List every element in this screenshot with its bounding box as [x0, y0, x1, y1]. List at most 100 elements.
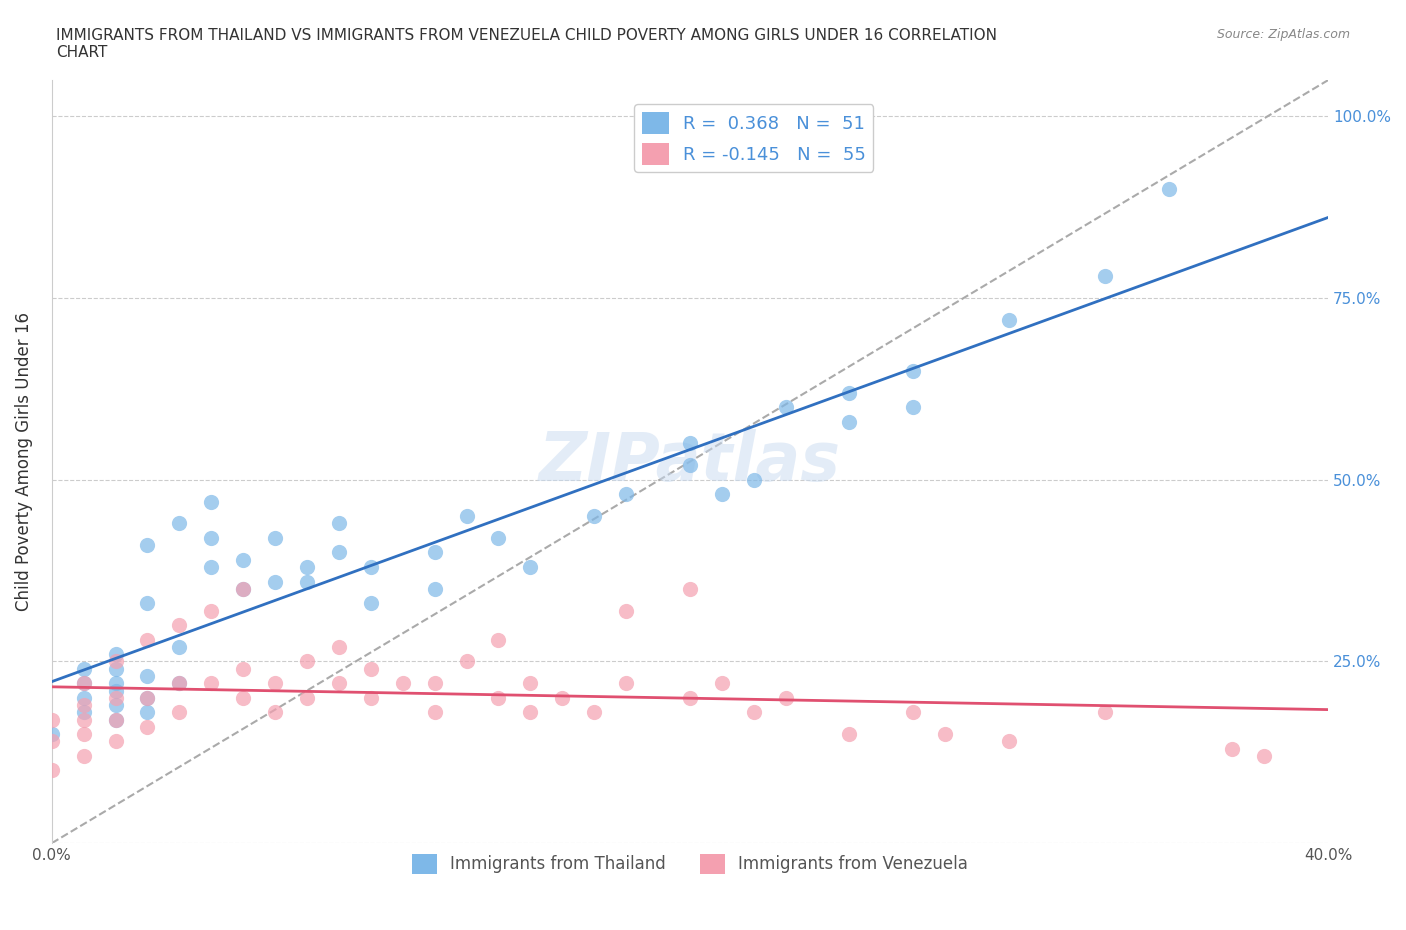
Point [295, 560, 318, 575]
Point [1157, 181, 1180, 196]
Point [614, 604, 637, 618]
Text: IMMIGRANTS FROM THAILAND VS IMMIGRANTS FROM VENEZUELA CHILD POVERTY AMONG GIRLS : IMMIGRANTS FROM THAILAND VS IMMIGRANTS F… [56, 28, 997, 60]
Point [488, 632, 510, 647]
Y-axis label: Child Poverty Among Girls Under 16: Child Poverty Among Girls Under 16 [15, 312, 32, 611]
Point [169, 676, 191, 691]
Point [775, 400, 797, 415]
Point [73, 726, 96, 741]
Point [41, 763, 63, 777]
Point [41, 712, 63, 727]
Point [328, 545, 350, 560]
Point [169, 705, 191, 720]
Point [104, 712, 127, 727]
Point [295, 690, 318, 705]
Point [104, 712, 127, 727]
Point [104, 690, 127, 705]
Point [232, 581, 254, 596]
Point [423, 705, 446, 720]
Point [232, 581, 254, 596]
Point [264, 574, 287, 589]
Point [328, 516, 350, 531]
Point [583, 509, 606, 524]
Point [423, 545, 446, 560]
Point [742, 472, 765, 487]
Point [488, 690, 510, 705]
Point [838, 385, 860, 400]
Point [583, 705, 606, 720]
Point [136, 669, 159, 684]
Point [169, 676, 191, 691]
Point [136, 632, 159, 647]
Point [264, 530, 287, 545]
Point [73, 676, 96, 691]
Point [136, 690, 159, 705]
Point [136, 720, 159, 735]
Point [104, 654, 127, 669]
Point [200, 560, 222, 575]
Point [1094, 269, 1116, 284]
Point [360, 596, 382, 611]
Point [360, 661, 382, 676]
Point [136, 538, 159, 552]
Point [519, 560, 541, 575]
Point [614, 676, 637, 691]
Point [391, 676, 413, 691]
Point [73, 690, 96, 705]
Point [104, 646, 127, 661]
Point [679, 458, 702, 472]
Point [934, 726, 956, 741]
Point [903, 705, 925, 720]
Point [903, 364, 925, 379]
Point [295, 574, 318, 589]
Point [232, 661, 254, 676]
Point [551, 690, 574, 705]
Point [488, 530, 510, 545]
Point [104, 676, 127, 691]
Point [232, 690, 254, 705]
Point [104, 684, 127, 698]
Point [295, 654, 318, 669]
Point [679, 581, 702, 596]
Point [264, 705, 287, 720]
Text: ZIPatlas: ZIPatlas [538, 429, 841, 495]
Point [169, 640, 191, 655]
Text: Source: ZipAtlas.com: Source: ZipAtlas.com [1216, 28, 1350, 41]
Point [679, 690, 702, 705]
Point [73, 705, 96, 720]
Point [73, 676, 96, 691]
Point [775, 690, 797, 705]
Point [1094, 705, 1116, 720]
Point [519, 705, 541, 720]
Point [838, 414, 860, 429]
Point [360, 560, 382, 575]
Point [136, 690, 159, 705]
Point [232, 552, 254, 567]
Point [73, 749, 96, 764]
Point [903, 400, 925, 415]
Point [169, 618, 191, 632]
Point [41, 726, 63, 741]
Point [104, 698, 127, 712]
Point [104, 661, 127, 676]
Point [200, 604, 222, 618]
Point [73, 698, 96, 712]
Point [456, 654, 478, 669]
Point [73, 661, 96, 676]
Point [169, 516, 191, 531]
Point [456, 509, 478, 524]
Point [1222, 741, 1244, 756]
Point [73, 712, 96, 727]
Point [838, 726, 860, 741]
Point [423, 581, 446, 596]
Point [200, 676, 222, 691]
Point [200, 494, 222, 509]
Point [328, 640, 350, 655]
Point [519, 676, 541, 691]
Point [614, 487, 637, 502]
Point [1253, 749, 1275, 764]
Point [423, 676, 446, 691]
Point [41, 734, 63, 749]
Point [710, 676, 733, 691]
Legend: Immigrants from Thailand, Immigrants from Venezuela: Immigrants from Thailand, Immigrants fro… [405, 847, 974, 881]
Point [679, 436, 702, 451]
